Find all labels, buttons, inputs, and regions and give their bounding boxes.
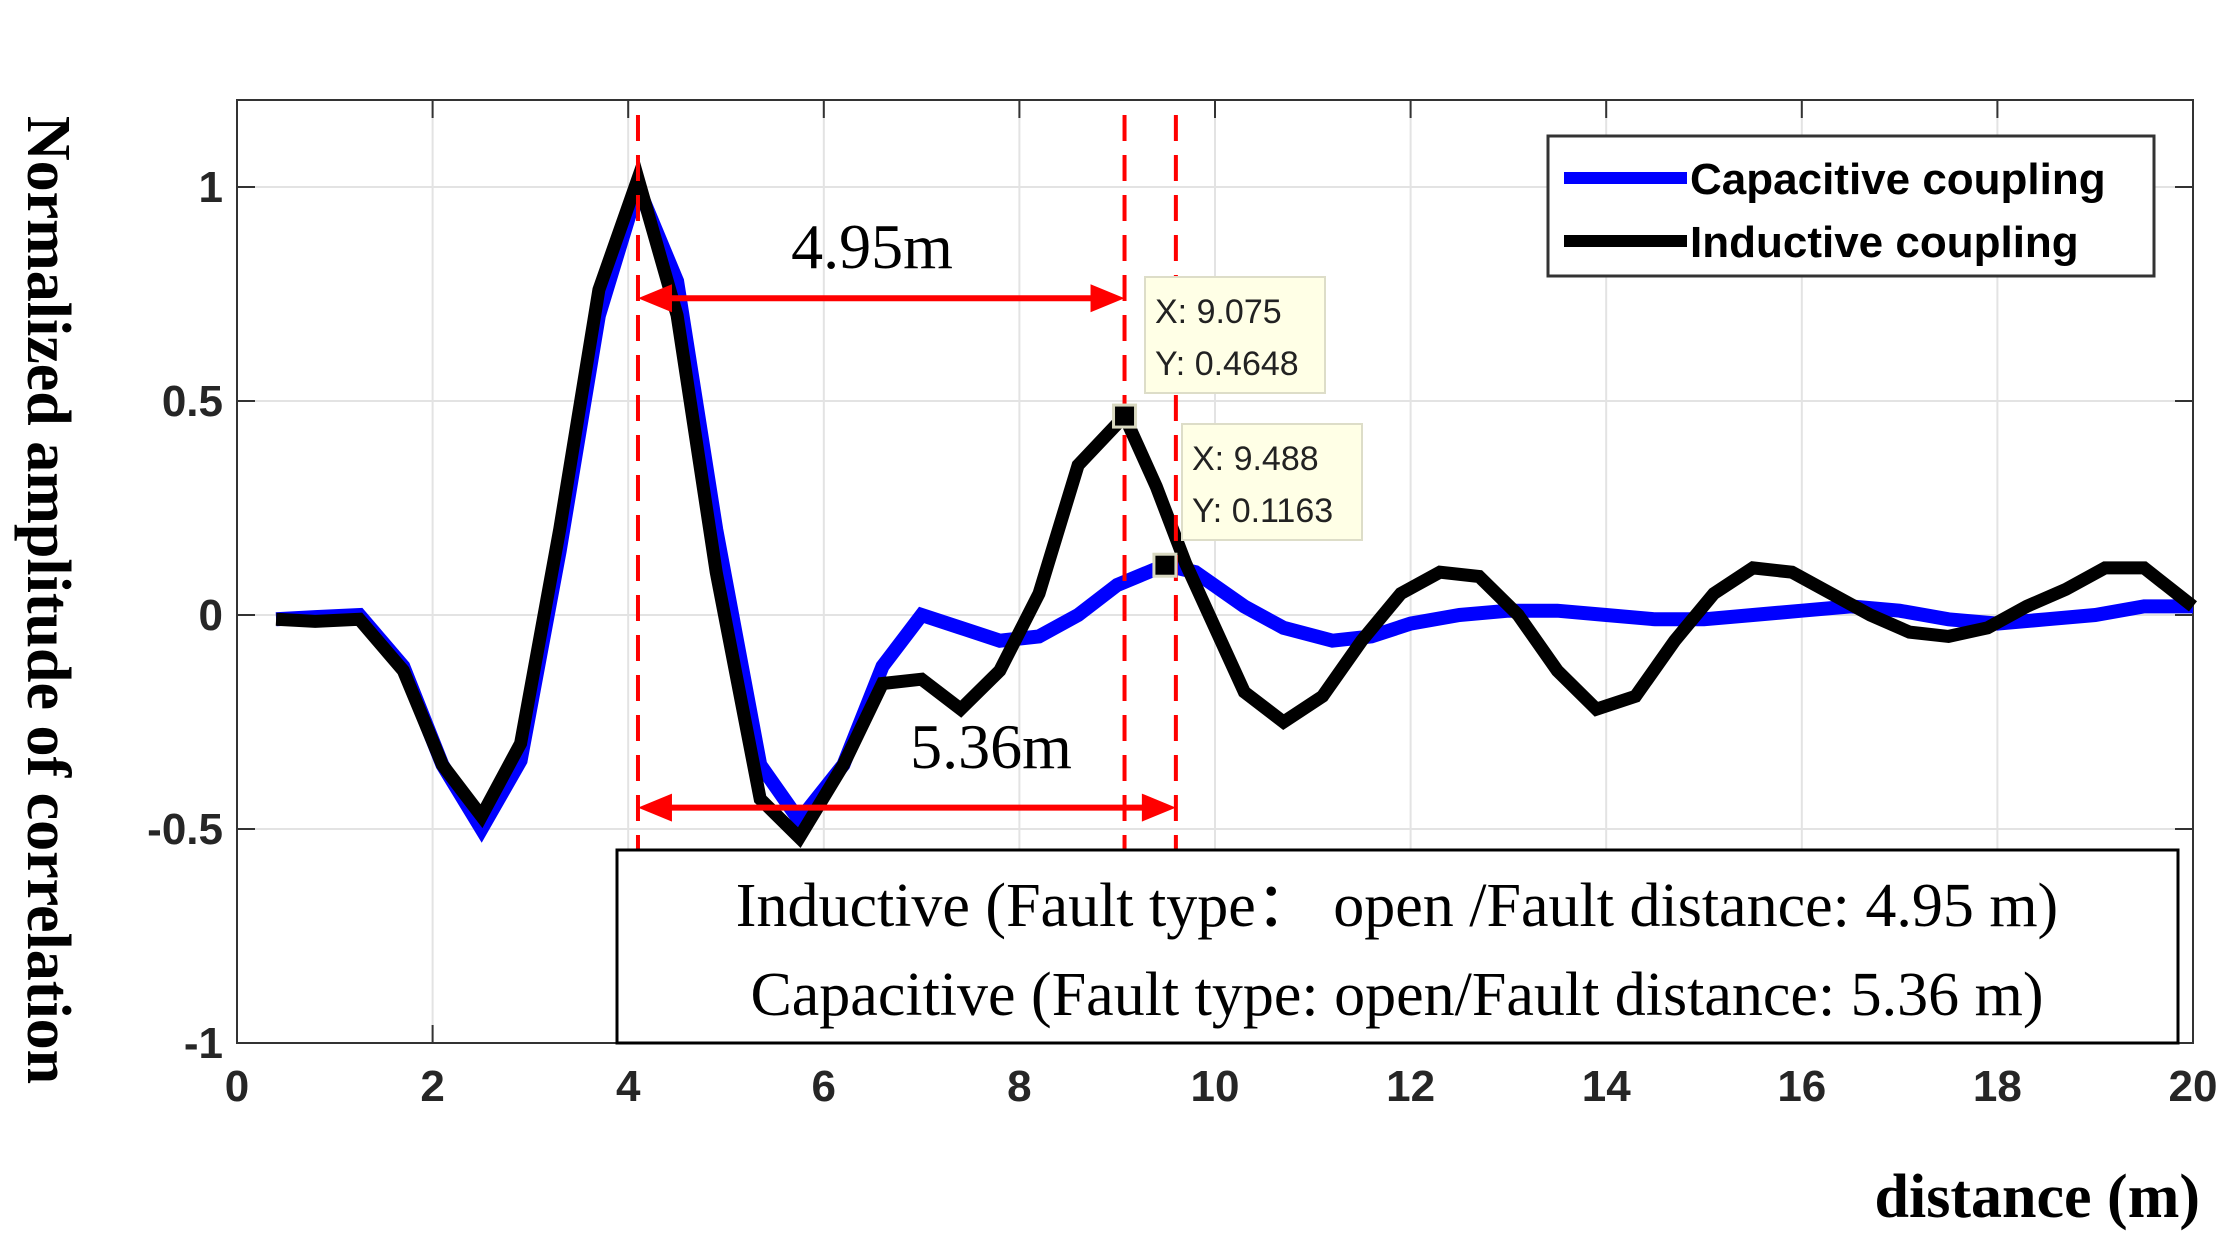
datatip-box	[1181, 423, 1363, 541]
x-tick-label: 14	[1582, 1062, 1631, 1111]
y-tick-label: 1	[199, 163, 223, 212]
x-tick-label: 10	[1191, 1062, 1240, 1111]
datatips: X: 9.075 Y: 0.4648 X: 9.488 Y: 0.1163	[1112, 276, 1363, 578]
info-line: Capacitive (Fault type: open/Fault dista…	[750, 961, 2043, 1029]
x-tick-label: 0	[225, 1062, 249, 1111]
datatip-y: Y: 0.1163	[1192, 492, 1333, 530]
x-axis-label: distance (m)	[1875, 1163, 2200, 1231]
datatip-x: X: 9.075	[1155, 293, 1282, 331]
x-tick-label: 18	[1973, 1062, 2022, 1111]
datatip-y: Y: 0.4648	[1155, 345, 1299, 383]
info-line: Inductive (Fault type： open /Fault dista…	[736, 872, 2058, 940]
info-box: Inductive (Fault type： open /Fault dista…	[615, 848, 2180, 1045]
distance-label: 4.95m	[791, 211, 953, 282]
info-box-frame	[615, 848, 2180, 1045]
legend-label: Capacitive coupling	[1690, 155, 2106, 204]
arrow-head-right	[1141, 793, 1176, 822]
datatip-marker	[1112, 403, 1138, 429]
distance-annotations: 4.95m 5.36m	[637, 211, 1176, 822]
x-tick-label: 2	[420, 1062, 444, 1111]
tick-labels: 0 2 4 6 8 10 12 14 16 18 20 -1 -0.5 0 0.5 1	[147, 163, 2217, 1111]
arrow-head-left	[637, 284, 672, 313]
legend: Capacitive coupling Inductive coupling	[1546, 134, 2156, 278]
x-tick-label: 16	[1777, 1062, 1826, 1111]
datatip-x: X: 9.488	[1192, 440, 1319, 478]
y-axis-label: Normalized amplitude of correlation	[14, 116, 82, 1084]
legend-label: Inductive coupling	[1690, 218, 2079, 267]
arrow-head-right	[1090, 284, 1125, 313]
y-tick-label: 0	[199, 591, 223, 640]
x-tick-label: 12	[1386, 1062, 1435, 1111]
datatip-box	[1144, 276, 1326, 394]
series-line-inductive-coupling	[275, 156, 2198, 849]
x-tick-label: 8	[1007, 1062, 1031, 1111]
y-tick-label: -1	[184, 1019, 223, 1068]
arrow-head-left	[637, 793, 672, 822]
red-dashed-lines	[635, 115, 1178, 880]
y-tick-label: 0.5	[162, 377, 223, 426]
distance-label: 5.36m	[910, 711, 1072, 782]
datatip-marker	[1152, 552, 1178, 578]
x-tick-label: 6	[812, 1062, 836, 1111]
x-tick-label: 4	[616, 1062, 641, 1111]
x-tick-label: 20	[2169, 1062, 2218, 1111]
legend-box	[1546, 134, 2156, 278]
y-tick-label: -0.5	[147, 805, 223, 854]
